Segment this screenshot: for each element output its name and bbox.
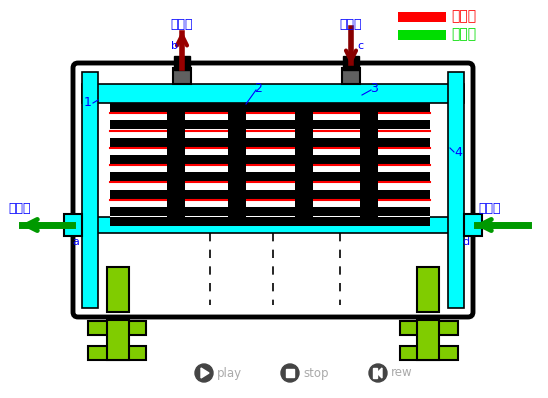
- Polygon shape: [377, 368, 382, 378]
- Bar: [110, 172, 430, 181]
- Bar: [110, 138, 430, 147]
- Bar: [343, 56, 359, 70]
- Bar: [110, 120, 430, 129]
- Bar: [88, 346, 146, 360]
- Bar: [174, 56, 190, 70]
- Text: 水进口: 水进口: [478, 201, 500, 215]
- FancyBboxPatch shape: [73, 63, 473, 317]
- Text: play: play: [217, 367, 242, 380]
- Text: a: a: [72, 237, 79, 247]
- Bar: [342, 68, 360, 84]
- Bar: [417, 267, 439, 312]
- Bar: [398, 30, 446, 40]
- Bar: [448, 72, 464, 308]
- Text: c: c: [357, 41, 363, 51]
- Bar: [107, 320, 129, 360]
- Text: stop: stop: [303, 367, 328, 380]
- Circle shape: [281, 364, 299, 382]
- Bar: [398, 12, 446, 22]
- Bar: [400, 321, 458, 335]
- Text: 4: 4: [454, 146, 462, 158]
- Bar: [400, 346, 458, 360]
- Bar: [173, 68, 191, 84]
- Text: d: d: [463, 237, 470, 247]
- Text: b: b: [172, 41, 179, 51]
- Bar: [82, 72, 98, 308]
- Bar: [167, 103, 185, 217]
- Bar: [110, 217, 430, 226]
- Bar: [228, 103, 246, 217]
- Bar: [107, 267, 129, 312]
- Polygon shape: [201, 368, 209, 378]
- Text: 3: 3: [370, 82, 378, 94]
- Bar: [295, 103, 313, 217]
- Text: 1: 1: [84, 96, 92, 109]
- Bar: [110, 103, 430, 217]
- Bar: [82, 84, 464, 103]
- Bar: [82, 217, 464, 233]
- Text: 出水口: 出水口: [8, 201, 31, 215]
- Bar: [110, 155, 430, 164]
- Text: 2: 2: [254, 82, 262, 94]
- Bar: [110, 103, 430, 112]
- Circle shape: [369, 364, 387, 382]
- Circle shape: [195, 364, 213, 382]
- Bar: [88, 321, 146, 335]
- Bar: [110, 190, 430, 199]
- Text: 进油口: 进油口: [340, 18, 362, 31]
- Bar: [64, 214, 82, 236]
- Bar: [464, 214, 482, 236]
- Bar: [373, 368, 376, 378]
- Text: 冷却水: 冷却水: [451, 27, 476, 41]
- Bar: [417, 320, 439, 360]
- Text: 出油口: 出油口: [171, 18, 193, 31]
- Bar: [110, 207, 430, 216]
- Text: 液压油: 液压油: [451, 9, 476, 23]
- Bar: [360, 103, 378, 217]
- Bar: [286, 369, 294, 377]
- Text: rew: rew: [391, 367, 413, 380]
